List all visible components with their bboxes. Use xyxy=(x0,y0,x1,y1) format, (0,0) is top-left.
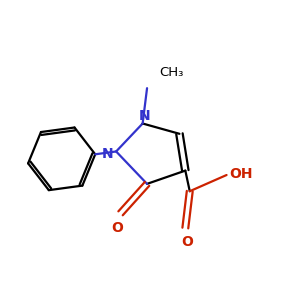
Text: N: N xyxy=(138,109,150,123)
Text: CH₃: CH₃ xyxy=(159,66,183,79)
Text: N: N xyxy=(101,147,113,161)
Text: OH: OH xyxy=(230,167,253,181)
Text: O: O xyxy=(112,221,124,235)
Text: O: O xyxy=(181,236,193,249)
